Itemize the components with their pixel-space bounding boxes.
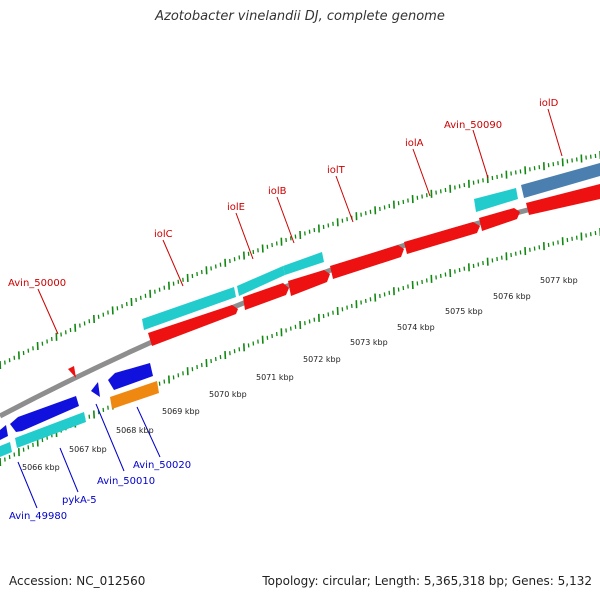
forward-tick-track xyxy=(0,151,600,370)
cds-iolB[interactable] xyxy=(288,270,330,296)
reverse-cds-track xyxy=(0,363,153,440)
label-Avin-49980[interactable]: Avin_49980 xyxy=(9,511,67,522)
gene-Avin-49980[interactable] xyxy=(0,442,12,457)
ruler-label-5066: 5066 kbp xyxy=(22,463,60,472)
gene-Avin-50020[interactable] xyxy=(110,381,159,409)
cds-Avin-50090[interactable] xyxy=(479,208,520,231)
ruler-label-5070: 5070 kbp xyxy=(209,390,247,399)
label-iolT[interactable]: iolT xyxy=(327,165,346,176)
cds-Avin-50020[interactable] xyxy=(108,363,153,390)
forward-gene-track xyxy=(142,163,600,330)
cds-iolA[interactable] xyxy=(404,222,480,254)
gene-Avin-50090[interactable] xyxy=(474,188,518,212)
ruler-label-5074: 5074 kbp xyxy=(397,323,435,332)
cds-Avin-49980[interactable] xyxy=(0,425,8,440)
cds-iolD[interactable] xyxy=(526,184,600,215)
ruler-label-5072: 5072 kbp xyxy=(303,355,341,364)
reverse-leader-lines xyxy=(17,403,161,509)
label-iolB[interactable]: iolB xyxy=(268,186,287,197)
label-iolA[interactable]: iolA xyxy=(405,138,424,149)
ruler-label-5068: 5068 kbp xyxy=(116,426,154,435)
gene-iolB[interactable] xyxy=(283,252,324,275)
cds-iolC[interactable] xyxy=(148,305,238,346)
reverse-gene-track xyxy=(0,381,159,457)
cds-Avin-50000[interactable] xyxy=(68,366,76,378)
forward-leader-lines xyxy=(37,108,563,335)
cds-iolT[interactable] xyxy=(330,245,404,279)
ruler-label-5073: 5073 kbp xyxy=(350,338,388,347)
ruler-label-5069: 5069 kbp xyxy=(162,407,200,416)
ruler-label-5076: 5076 kbp xyxy=(493,292,531,301)
gene-iolE[interactable] xyxy=(237,266,285,296)
gene-iolD[interactable] xyxy=(521,163,600,198)
ruler-labels: 5066 kbp 5067 kbp 5068 kbp 5069 kbp 5070… xyxy=(22,276,578,472)
label-iolD[interactable]: iolD xyxy=(539,98,559,109)
label-pykA-5[interactable]: pykA-5 xyxy=(62,495,97,506)
forward-gene-labels: Avin_50000 iolC iolE iolB iolT iolA Avin… xyxy=(8,98,559,289)
ruler-label-5071: 5071 kbp xyxy=(256,373,294,382)
label-Avin-50010[interactable]: Avin_50010 xyxy=(97,476,155,487)
genome-summary-text: Topology: circular; Length: 5,365,318 bp… xyxy=(262,574,592,588)
forward-cds-track xyxy=(68,184,600,378)
gene-iolC[interactable] xyxy=(142,287,236,330)
gene-pykA-5[interactable] xyxy=(15,412,86,448)
cds-Avin-50010[interactable] xyxy=(91,382,100,397)
reverse-gene-labels: Avin_49980 pykA-5 Avin_50010 Avin_50020 xyxy=(9,460,191,522)
genome-backbone xyxy=(0,190,600,419)
cds-pykA-5[interactable] xyxy=(10,396,79,432)
ruler-label-5075: 5075 kbp xyxy=(445,307,483,316)
cds-iolE[interactable] xyxy=(243,283,289,310)
ruler-label-5067: 5067 kbp xyxy=(69,445,107,454)
label-Avin-50000[interactable]: Avin_50000 xyxy=(8,278,66,289)
label-iolC[interactable]: iolC xyxy=(154,229,173,240)
label-Avin-50090[interactable]: Avin_50090 xyxy=(444,120,502,131)
ruler-label-5077: 5077 kbp xyxy=(540,276,578,285)
genome-title: Azotobacter vinelandii DJ, complete geno… xyxy=(155,9,445,24)
label-iolE[interactable]: iolE xyxy=(227,202,245,213)
accession-text: Accession: NC_012560 xyxy=(9,574,146,588)
label-Avin-50020[interactable]: Avin_50020 xyxy=(133,460,191,471)
